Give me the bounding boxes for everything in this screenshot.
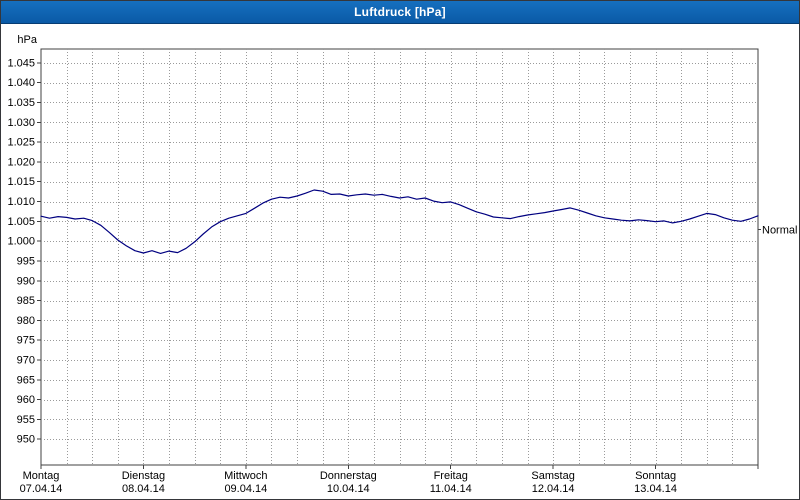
x-date-label: 13.04.14 [634, 483, 677, 495]
x-day-label: Dienstag [122, 470, 165, 482]
y-axis: hPa 1.045 1.040 1.035 1.030 1.025 1.020 1.015 1.… [7, 34, 41, 446]
x-day-label: Mittwoch [224, 470, 267, 482]
pressure-chart: hPa 1.045 1.040 1.035 1.030 1.025 1.020 1.015 1.… [1, 24, 799, 499]
y-tick-label: 1.025 [7, 137, 35, 149]
y-tick-label: 965 [17, 374, 35, 386]
x-date-label: 10.04.14 [327, 483, 370, 495]
y-tick-label: 990 [17, 275, 35, 287]
plot-area [40, 48, 759, 466]
gridlines [41, 49, 758, 465]
x-date-label: 11.04.14 [430, 483, 472, 495]
y-tick-label: 1.015 [7, 176, 35, 188]
y-tick-label: 950 [17, 434, 35, 446]
x-date-label: 07.04.14 [20, 483, 63, 495]
y-tick-label: 1.035 [7, 97, 35, 109]
x-date-label: 12.04.14 [532, 483, 575, 495]
y-tick-label: 1.045 [7, 57, 35, 69]
x-day-label: Samstag [531, 470, 574, 482]
y-tick-label: 975 [17, 335, 35, 347]
y-tick-label: 970 [17, 355, 35, 367]
x-date-label: 09.04.14 [224, 483, 267, 495]
y-tick-label: 985 [17, 295, 35, 307]
x-day-label: Freitag [434, 470, 468, 482]
y-tick-label: 1.020 [7, 156, 35, 168]
y-tick-label: 955 [17, 414, 35, 426]
x-day-label: Montag [23, 470, 60, 482]
y-tick-label: 1.030 [7, 117, 35, 129]
x-day-label: Donnerstag [320, 470, 377, 482]
y-tick-label: 1.005 [7, 216, 35, 228]
y-tick-label: 1.010 [7, 196, 35, 208]
pressure-line [40, 189, 759, 254]
y-axis-unit-label: hPa [17, 34, 37, 46]
normal-annotation-label: Normal [762, 224, 797, 236]
window-titlebar: Luftdruck [hPa] [1, 1, 799, 24]
x-date-label: 08.04.14 [122, 483, 165, 495]
window-title: Luftdruck [hPa] [354, 5, 446, 19]
y-tick-label: 1.000 [7, 236, 35, 248]
y-tick-label: 1.040 [7, 77, 35, 89]
y-tick-label: 960 [17, 394, 35, 406]
y-tick-label: 980 [17, 315, 35, 327]
x-day-label: Sonntag [635, 470, 676, 482]
y-tick-label: 995 [17, 255, 35, 267]
